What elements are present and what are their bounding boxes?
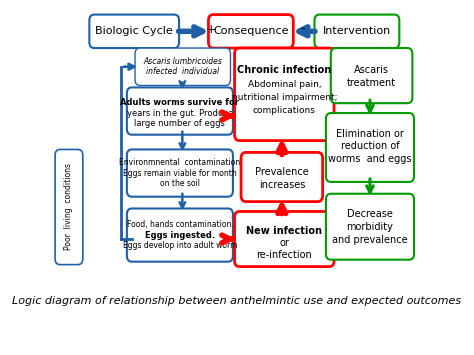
- Text: re-infection: re-infection: [256, 250, 312, 260]
- Text: New infection: New infection: [246, 226, 322, 236]
- Text: or: or: [279, 238, 289, 248]
- Text: infected  individual: infected individual: [146, 67, 219, 76]
- FancyBboxPatch shape: [135, 48, 230, 86]
- FancyBboxPatch shape: [127, 208, 233, 262]
- FancyBboxPatch shape: [89, 15, 179, 48]
- Text: Biologic Cycle: Biologic Cycle: [95, 26, 173, 36]
- Text: Ascaris lumbricoides: Ascaris lumbricoides: [143, 58, 222, 66]
- Text: Eggs remain viable for month: Eggs remain viable for month: [123, 169, 237, 178]
- Text: +: +: [206, 23, 216, 36]
- FancyBboxPatch shape: [241, 152, 323, 202]
- Text: on the soil: on the soil: [160, 179, 200, 189]
- FancyBboxPatch shape: [326, 194, 414, 260]
- Text: Adults worms survive for: Adults worms survive for: [120, 98, 239, 107]
- FancyBboxPatch shape: [331, 48, 412, 103]
- Text: Food, hands contamination.: Food, hands contamination.: [127, 220, 233, 229]
- FancyBboxPatch shape: [235, 212, 334, 267]
- Text: nutritional impairment;: nutritional impairment;: [232, 93, 337, 102]
- Text: -: -: [301, 22, 305, 35]
- Text: Decrease: Decrease: [347, 209, 393, 219]
- FancyBboxPatch shape: [55, 149, 83, 264]
- FancyBboxPatch shape: [127, 87, 233, 135]
- FancyBboxPatch shape: [314, 15, 399, 48]
- Text: increases: increases: [259, 180, 305, 190]
- Text: Environmnental  contamination: Environmnental contamination: [119, 158, 240, 167]
- Text: Poor  living  conditions: Poor living conditions: [64, 163, 73, 250]
- Text: reduction of: reduction of: [341, 142, 399, 152]
- FancyBboxPatch shape: [326, 113, 414, 182]
- Text: Abdominal pain,: Abdominal pain,: [247, 80, 321, 89]
- Text: large number of eggs: large number of eggs: [135, 119, 225, 129]
- Text: Eggs develop into adult worm: Eggs develop into adult worm: [123, 241, 237, 250]
- FancyBboxPatch shape: [235, 48, 334, 141]
- Text: Chronic infection: Chronic infection: [237, 65, 331, 75]
- Text: Prevalence: Prevalence: [255, 167, 309, 177]
- FancyBboxPatch shape: [209, 15, 293, 48]
- Text: complications: complications: [253, 105, 316, 115]
- Text: Eggs ingested.: Eggs ingested.: [145, 231, 215, 240]
- Text: Elimination or: Elimination or: [336, 129, 404, 139]
- Text: years in the gut. Produce: years in the gut. Produce: [127, 109, 233, 118]
- Text: and prevalence: and prevalence: [332, 235, 408, 245]
- Text: Ascaris: Ascaris: [354, 65, 389, 75]
- Text: Intervention: Intervention: [323, 26, 391, 36]
- Text: treatment: treatment: [347, 78, 396, 88]
- Text: Consequence: Consequence: [213, 26, 289, 36]
- FancyBboxPatch shape: [127, 149, 233, 197]
- Text: morbidity: morbidity: [346, 222, 393, 232]
- Text: Logic diagram of relationship between anthelmintic use and expected outcomes: Logic diagram of relationship between an…: [12, 296, 462, 306]
- Text: worms  and eggs: worms and eggs: [328, 154, 412, 164]
